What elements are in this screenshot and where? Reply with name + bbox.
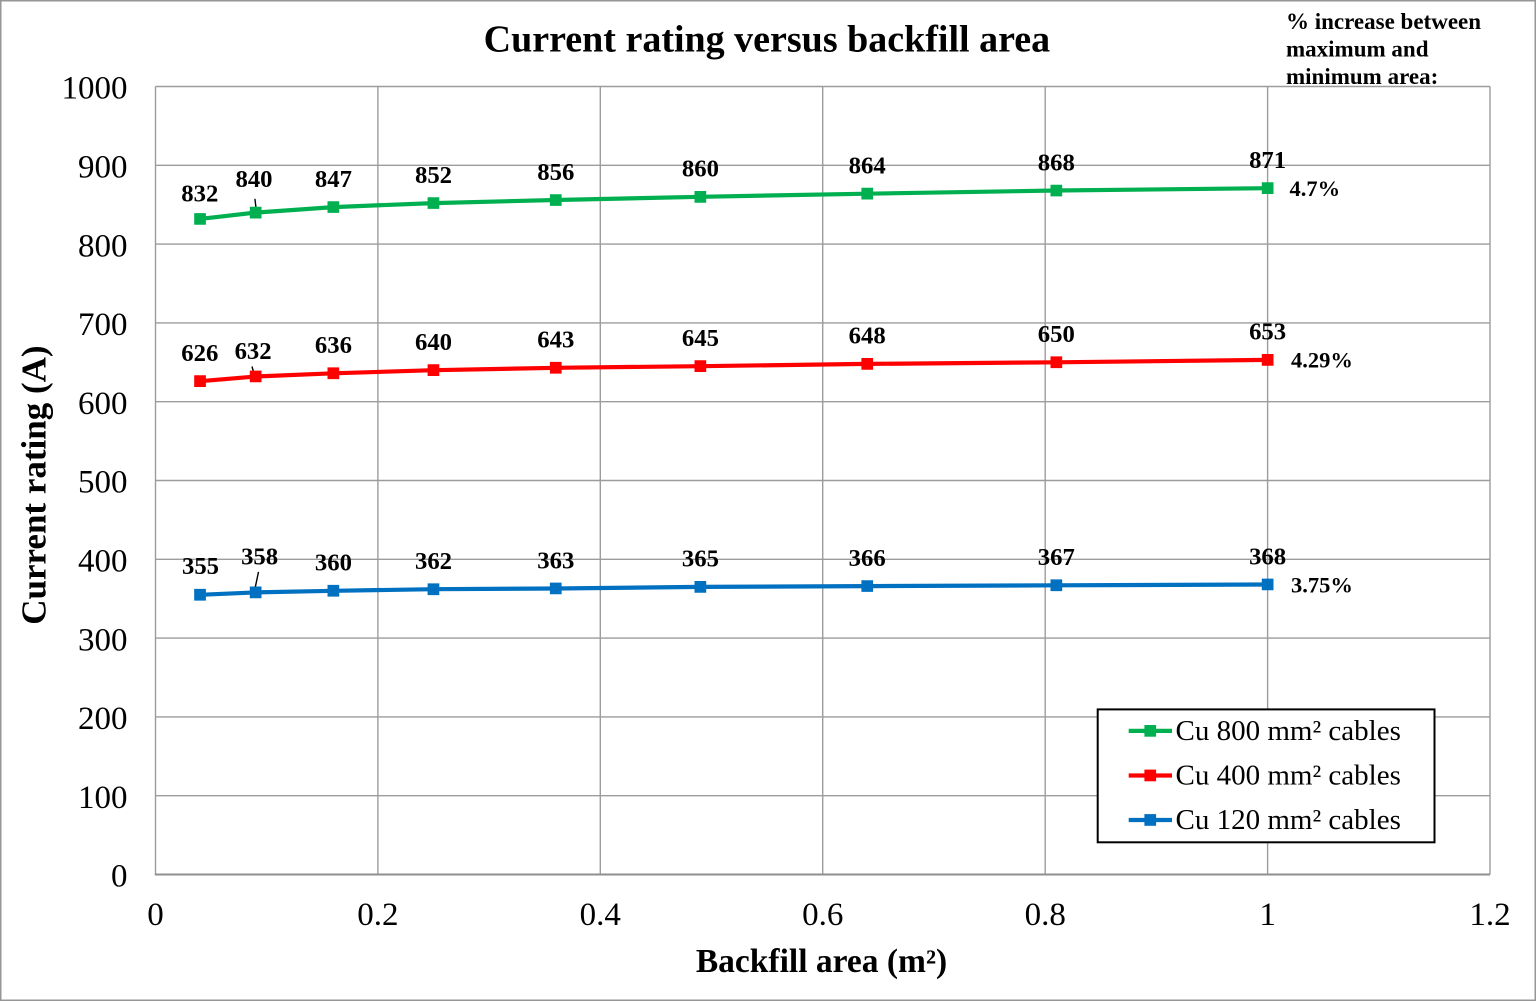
svg-text:840: 840: [235, 166, 272, 193]
svg-text:871: 871: [1249, 147, 1286, 174]
svg-text:Current rating versus backfill: Current rating versus backfill area: [484, 18, 1050, 60]
svg-text:832: 832: [181, 180, 218, 207]
svg-text:700: 700: [78, 307, 128, 343]
svg-text:0.6: 0.6: [802, 897, 843, 933]
svg-text:363: 363: [537, 547, 574, 574]
svg-text:maximum and: maximum and: [1286, 37, 1429, 62]
svg-text:648: 648: [849, 323, 886, 350]
svg-text:300: 300: [78, 622, 128, 658]
svg-text:4.7%: 4.7%: [1290, 176, 1341, 201]
svg-text:1.2: 1.2: [1469, 897, 1510, 933]
svg-text:800: 800: [78, 228, 128, 264]
svg-text:0: 0: [111, 859, 128, 895]
svg-text:653: 653: [1249, 319, 1286, 346]
svg-text:355: 355: [182, 553, 219, 580]
svg-text:Cu 800 mm² cables: Cu 800 mm² cables: [1176, 715, 1401, 747]
svg-text:852: 852: [415, 162, 452, 189]
svg-text:362: 362: [415, 548, 452, 575]
svg-text:0.4: 0.4: [580, 897, 621, 933]
svg-text:500: 500: [78, 465, 128, 501]
svg-text:600: 600: [78, 386, 128, 422]
svg-text:864: 864: [849, 153, 886, 180]
svg-text:868: 868: [1038, 149, 1075, 176]
svg-text:200: 200: [78, 701, 128, 737]
svg-text:640: 640: [415, 329, 452, 356]
svg-text:860: 860: [682, 156, 719, 183]
svg-text:Current rating (A): Current rating (A): [15, 345, 54, 624]
svg-text:Cu 400 mm² cables: Cu 400 mm² cables: [1176, 760, 1401, 792]
svg-text:645: 645: [682, 325, 719, 352]
svg-text:% increase between: % increase between: [1286, 9, 1481, 34]
svg-text:365: 365: [682, 546, 719, 573]
svg-text:1000: 1000: [62, 71, 128, 107]
svg-text:650: 650: [1038, 321, 1075, 348]
svg-text:358: 358: [241, 543, 278, 570]
svg-text:900: 900: [78, 150, 128, 186]
svg-text:632: 632: [235, 338, 272, 365]
svg-text:856: 856: [537, 159, 574, 186]
svg-text:3.75%: 3.75%: [1291, 572, 1353, 597]
svg-text:400: 400: [78, 544, 128, 580]
svg-text:636: 636: [315, 332, 352, 359]
svg-text:626: 626: [181, 340, 218, 367]
svg-text:0.2: 0.2: [357, 897, 398, 933]
svg-text:minimum area:: minimum area:: [1286, 64, 1438, 89]
svg-text:100: 100: [78, 780, 128, 816]
svg-text:0: 0: [147, 897, 164, 933]
svg-text:368: 368: [1249, 543, 1286, 570]
svg-text:Backfill area (m²): Backfill area (m²): [696, 943, 947, 980]
svg-text:4.29%: 4.29%: [1291, 348, 1353, 373]
svg-text:Cu 120 mm² cables: Cu 120 mm² cables: [1176, 804, 1401, 836]
svg-text:367: 367: [1038, 544, 1075, 571]
svg-text:1: 1: [1259, 897, 1276, 933]
svg-text:847: 847: [315, 166, 352, 193]
svg-text:360: 360: [315, 550, 352, 577]
svg-text:366: 366: [849, 545, 886, 572]
svg-text:0.8: 0.8: [1025, 897, 1066, 933]
svg-text:643: 643: [537, 327, 574, 354]
